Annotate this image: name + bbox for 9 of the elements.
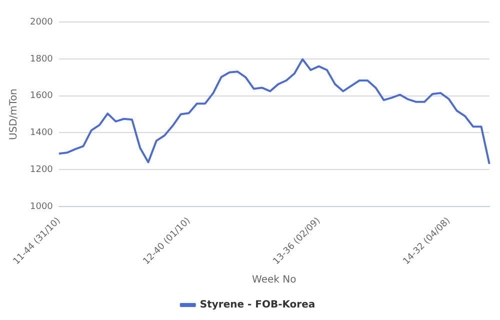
x-axis-title: Week No	[252, 274, 296, 286]
legend-label: Styrene - FOB-Korea	[200, 300, 316, 311]
y-tick-label: 1400	[30, 128, 54, 138]
y-tick-label: 1600	[30, 91, 54, 102]
y-tick-label: 1800	[30, 54, 54, 64]
y-axis-title: USD/mTon	[8, 88, 20, 140]
y-tick-label: 1200	[30, 164, 54, 175]
y-tick-label: 2000	[30, 17, 54, 28]
y-tick-label: 1000	[30, 202, 54, 212]
